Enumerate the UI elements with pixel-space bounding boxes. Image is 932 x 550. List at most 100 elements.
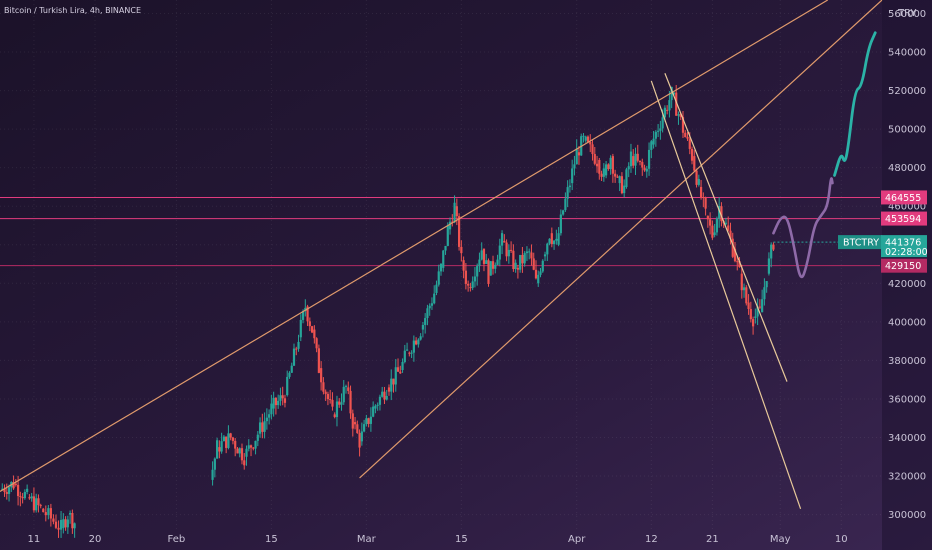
candle-body bbox=[661, 117, 664, 129]
y-tick-label: 300000 bbox=[888, 510, 926, 521]
candle-body bbox=[433, 293, 436, 304]
candle-body bbox=[394, 367, 397, 385]
candle-body bbox=[326, 393, 330, 400]
candle-body bbox=[39, 505, 42, 507]
candle-body bbox=[5, 492, 8, 494]
candle-body bbox=[42, 508, 45, 513]
candle-body bbox=[602, 168, 605, 177]
candle-body bbox=[333, 414, 336, 418]
candle-body bbox=[482, 248, 486, 264]
candle-body bbox=[356, 424, 359, 434]
candle-body bbox=[516, 267, 519, 270]
candle-body bbox=[401, 361, 404, 371]
projection-path-purple bbox=[772, 177, 834, 279]
candle-body bbox=[376, 404, 379, 406]
candle-body bbox=[331, 399, 334, 407]
candle-body bbox=[584, 136, 587, 141]
candle-body bbox=[541, 260, 544, 272]
candle-body bbox=[292, 348, 296, 366]
candle-body bbox=[351, 413, 354, 429]
candle-body bbox=[457, 216, 461, 247]
candle-body bbox=[620, 176, 624, 194]
candle-body bbox=[586, 136, 590, 142]
candle-body bbox=[525, 251, 529, 254]
candle-body bbox=[593, 154, 596, 164]
candle-body bbox=[315, 338, 318, 349]
candle-body bbox=[699, 186, 703, 198]
candle-body bbox=[358, 433, 361, 448]
candle-body bbox=[609, 157, 612, 170]
trend-line bbox=[359, 0, 883, 479]
candle-body bbox=[512, 250, 515, 270]
candle-body bbox=[464, 270, 467, 284]
candle-body bbox=[378, 396, 382, 405]
candle-body bbox=[505, 242, 508, 257]
candle-body bbox=[44, 512, 47, 516]
candle-body bbox=[254, 440, 257, 449]
candle-body bbox=[713, 232, 716, 236]
candle-body bbox=[227, 433, 230, 448]
candle-body bbox=[279, 395, 282, 401]
candle-body bbox=[566, 187, 569, 199]
price-axis-panel[interactable] bbox=[882, 0, 932, 550]
candle-body bbox=[363, 424, 366, 432]
candle-body bbox=[71, 513, 74, 529]
candle-body bbox=[14, 483, 17, 485]
y-tick-label: 540000 bbox=[888, 48, 926, 59]
candle-body bbox=[770, 244, 773, 259]
candle-body bbox=[261, 422, 264, 432]
candle-body bbox=[430, 303, 434, 306]
candle-body bbox=[320, 368, 323, 383]
candle-body bbox=[595, 163, 599, 167]
candle-body bbox=[30, 496, 33, 499]
candle-body bbox=[534, 269, 538, 279]
candle-body bbox=[668, 100, 671, 111]
candle-body bbox=[23, 492, 26, 499]
candle-body bbox=[632, 156, 635, 166]
candle-body bbox=[270, 403, 273, 415]
level-tag-label: 429150 bbox=[885, 261, 921, 272]
candle-body bbox=[478, 259, 481, 266]
candle-body bbox=[677, 114, 680, 116]
candle-body bbox=[756, 306, 759, 317]
candle-body bbox=[672, 92, 676, 95]
last-price-tag bbox=[881, 235, 927, 258]
candle-body bbox=[455, 206, 458, 217]
candle-body bbox=[652, 138, 655, 145]
candle-body bbox=[510, 249, 513, 251]
level-tag-label: 464555 bbox=[885, 193, 921, 204]
candle-body bbox=[263, 421, 266, 432]
candle-body bbox=[428, 305, 431, 309]
countdown-label: 02:28:00 bbox=[885, 247, 928, 258]
candle-body bbox=[571, 168, 574, 184]
candle-body bbox=[297, 341, 300, 349]
candle-body bbox=[252, 447, 255, 449]
x-tick-label: 15 bbox=[265, 534, 278, 545]
candle-body bbox=[372, 406, 375, 417]
candle-body bbox=[335, 401, 339, 418]
y-tick-label: 500000 bbox=[888, 125, 926, 136]
candle-body bbox=[519, 254, 522, 270]
candle-body bbox=[537, 274, 540, 284]
candle-body bbox=[491, 261, 495, 269]
candle-body bbox=[268, 414, 271, 418]
candle-body bbox=[54, 521, 58, 528]
candle-body bbox=[641, 161, 644, 168]
x-tick-label: Mar bbox=[357, 534, 377, 545]
x-tick-label: Feb bbox=[168, 534, 186, 545]
candle-body bbox=[575, 148, 578, 165]
candle-body bbox=[7, 487, 11, 494]
candle-body bbox=[69, 513, 72, 515]
symbol-tag-label: BTCTRY bbox=[843, 238, 879, 249]
candle-body bbox=[374, 405, 377, 409]
candle-body bbox=[37, 498, 40, 506]
candle-body bbox=[557, 233, 560, 245]
candle-body bbox=[306, 306, 309, 322]
candle-body bbox=[727, 225, 730, 231]
candle-body bbox=[507, 249, 510, 257]
candle-body bbox=[681, 116, 685, 133]
candle-body bbox=[396, 367, 400, 372]
chart-title: Bitcoin / Turkish Lira, 4h, BINANCE bbox=[4, 6, 141, 15]
